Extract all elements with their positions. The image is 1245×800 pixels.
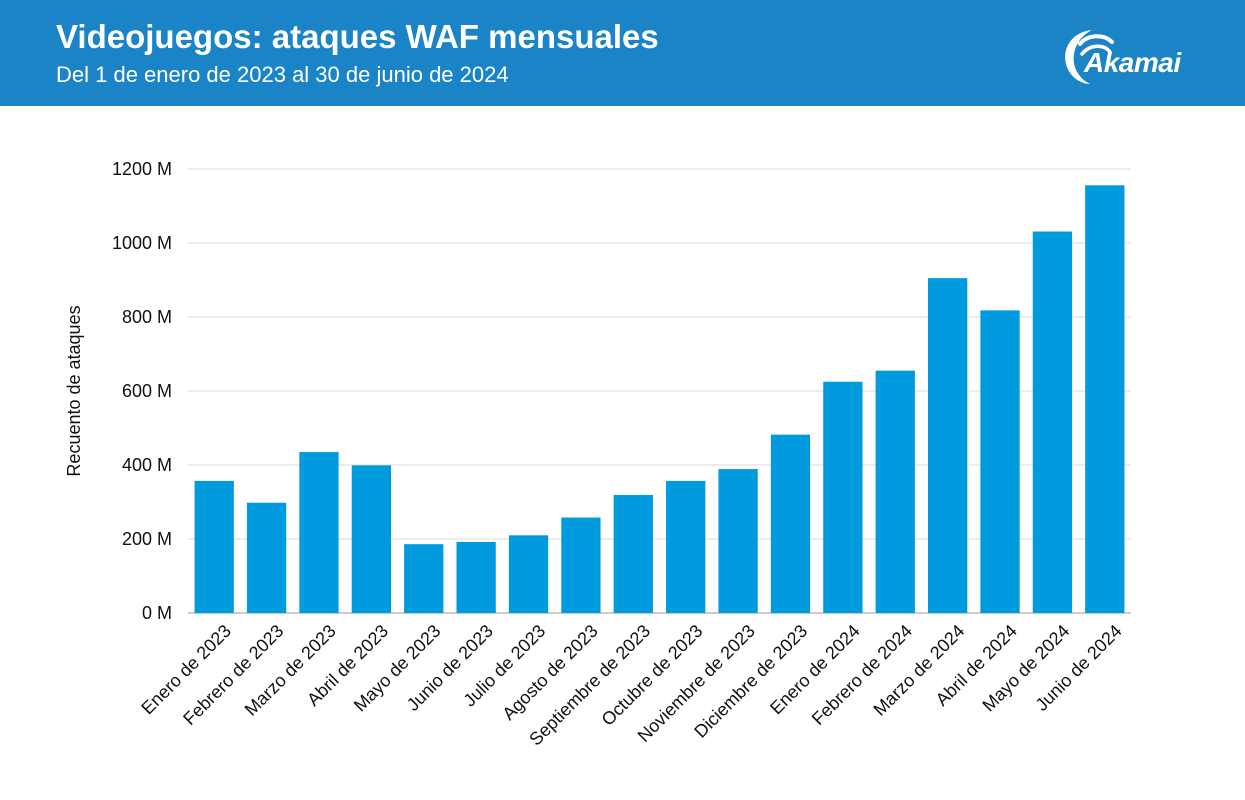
y-axis-title: Recuento de ataques — [64, 305, 84, 476]
x-tick-label: Agosto de 2023 — [498, 621, 601, 724]
chart-subtitle: Del 1 de enero de 2023 al 30 de junio de… — [56, 62, 509, 87]
y-tick-label: 600 M — [122, 381, 172, 401]
x-tick-label: Enero de 2023 — [137, 621, 235, 719]
chart-title: Videojuegos: ataques WAF mensuales — [56, 18, 659, 55]
bar-4 — [351, 465, 392, 613]
y-tick-label: 400 M — [122, 455, 172, 475]
akamai-wave-icon — [1065, 30, 1114, 84]
bar-7 — [508, 535, 549, 613]
y-tick-label: 800 M — [122, 307, 172, 327]
y-tick-label: 1000 M — [112, 233, 172, 253]
bar-9 — [613, 494, 653, 613]
x-tick-label: Enero de 2024 — [766, 621, 864, 719]
header-banner: Videojuegos: ataques WAF mensuales Del 1… — [0, 0, 1245, 106]
bar-11 — [718, 469, 758, 613]
bar-1 — [194, 480, 234, 613]
y-tick-label: 1200 M — [112, 159, 172, 179]
x-tick-label: Marzo de 2023 — [241, 621, 340, 720]
x-tick-label: Marzo de 2024 — [869, 621, 968, 720]
bar-14 — [875, 370, 915, 613]
bar-12 — [770, 434, 811, 613]
bar-18 — [1085, 185, 1125, 613]
akamai-logo-text: Akamai — [1084, 47, 1181, 78]
bar-8 — [561, 517, 601, 613]
bar-13 — [823, 381, 863, 613]
y-tick-label: 200 M — [122, 529, 172, 549]
bar-10 — [666, 480, 706, 613]
bar-15 — [927, 278, 968, 613]
y-tick-label: 0 M — [142, 603, 172, 623]
akamai-logo: Akamai — [1058, 24, 1208, 86]
bar-6 — [456, 541, 496, 613]
bar-16 — [980, 310, 1020, 613]
bar-17 — [1032, 231, 1073, 613]
bar-5 — [404, 544, 444, 613]
bar-3 — [299, 452, 339, 613]
bar-2 — [246, 502, 287, 613]
